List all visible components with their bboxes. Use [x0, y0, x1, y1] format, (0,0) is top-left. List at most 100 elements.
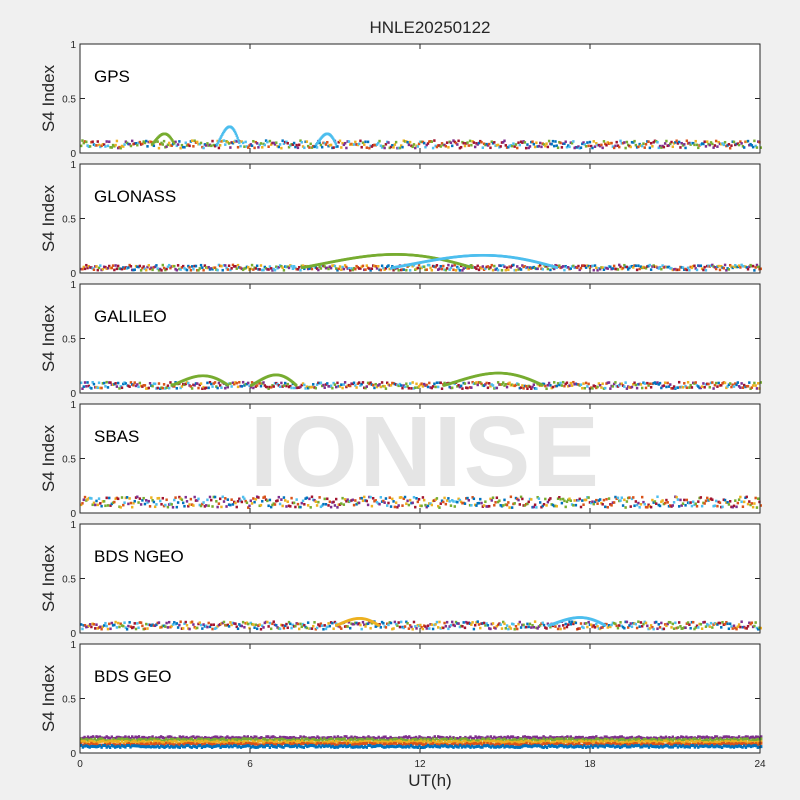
data-point [308, 497, 311, 501]
data-point [596, 143, 599, 147]
data-point [490, 263, 493, 267]
data-point [134, 496, 138, 499]
data-point [476, 264, 479, 268]
data-point [513, 627, 516, 631]
data-point [193, 264, 196, 268]
data-point [722, 623, 725, 626]
data-point [105, 624, 108, 628]
data-point [617, 736, 620, 740]
data-point [652, 736, 656, 740]
data-point [588, 140, 592, 144]
data-point [222, 737, 226, 741]
data-point [709, 497, 713, 501]
data-point [282, 735, 285, 739]
data-point [161, 736, 164, 740]
data-point [206, 498, 209, 502]
data-point [663, 501, 667, 505]
data-point [336, 740, 340, 744]
data-point [125, 496, 129, 499]
data-point [570, 503, 574, 506]
data-point [680, 141, 683, 145]
data-point [584, 381, 588, 385]
data-point [332, 381, 335, 385]
data-point [438, 735, 442, 739]
data-point [442, 264, 445, 268]
data-point [236, 742, 239, 746]
data-point [347, 266, 351, 270]
data-point [477, 739, 481, 743]
data-point [551, 624, 555, 628]
data-point [443, 143, 446, 147]
data-point [284, 140, 287, 144]
data-point [672, 268, 676, 271]
panel-label: GALILEO [94, 307, 167, 326]
data-point [345, 741, 348, 745]
data-point [273, 268, 277, 272]
data-point [463, 382, 467, 385]
data-point [644, 621, 648, 625]
data-point [556, 382, 560, 385]
data-point [514, 383, 518, 387]
data-point [170, 737, 173, 741]
data-point [693, 737, 697, 741]
data-point [413, 736, 416, 740]
data-point [718, 621, 722, 625]
data-point [267, 268, 270, 271]
data-point [481, 146, 485, 150]
data-point [152, 500, 156, 504]
data-point [308, 146, 311, 149]
data-point [658, 381, 662, 385]
data-point [449, 141, 453, 145]
data-point [635, 386, 639, 390]
data-point [333, 742, 336, 746]
data-point [597, 143, 601, 147]
data-point [392, 146, 395, 149]
data-point [440, 739, 443, 743]
data-point [295, 386, 298, 390]
data-point [314, 738, 317, 742]
data-point [303, 383, 306, 387]
data-point [734, 740, 737, 744]
data-point [165, 741, 168, 745]
data-point [570, 384, 574, 387]
data-point [606, 381, 609, 385]
data-point [285, 384, 288, 388]
data-point [159, 741, 163, 745]
data-point [148, 740, 151, 744]
data-point [86, 625, 89, 628]
data-point [678, 740, 681, 744]
data-point [510, 264, 514, 267]
data-point [642, 265, 645, 269]
data-point [639, 144, 643, 147]
data-point [533, 145, 537, 149]
data-point [677, 380, 681, 384]
data-point [755, 263, 759, 267]
data-point [97, 738, 100, 742]
data-point [292, 625, 296, 628]
data-point [236, 145, 240, 149]
data-point [418, 735, 421, 739]
data-point [502, 263, 505, 267]
data-point [92, 143, 96, 146]
data-point [554, 504, 557, 508]
data-point [556, 146, 560, 150]
data-point [402, 626, 405, 630]
data-point [661, 627, 664, 631]
axes-background [80, 644, 760, 753]
data-point [188, 736, 192, 740]
data-point [518, 737, 521, 741]
data-point [523, 625, 527, 629]
data-point [717, 381, 720, 385]
data-point [637, 620, 640, 624]
data-point [541, 142, 544, 145]
data-point [618, 384, 621, 387]
data-point [428, 140, 431, 143]
data-point [276, 626, 279, 629]
data-point [615, 384, 618, 388]
data-point [369, 381, 372, 385]
data-point [511, 735, 515, 739]
data-point [414, 625, 417, 628]
data-point [170, 740, 173, 744]
data-point [159, 626, 162, 629]
data-point [294, 145, 297, 149]
